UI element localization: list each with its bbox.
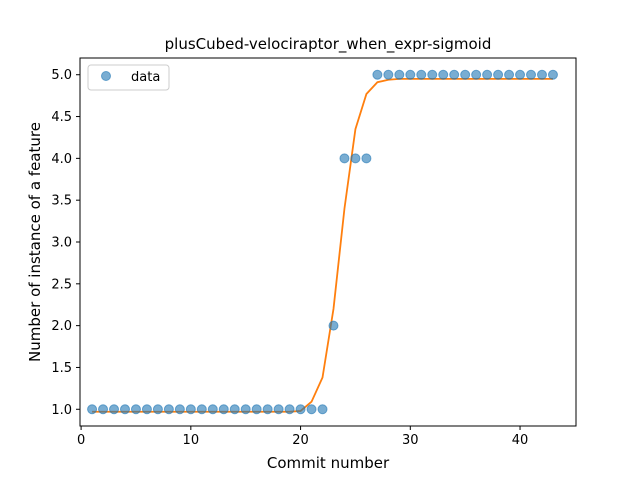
data-point [361, 153, 372, 164]
data-point [328, 320, 339, 331]
y-tick-label: 1.0 [51, 403, 72, 418]
data-point [229, 404, 240, 415]
chart-title: plusCubed-velociraptor_when_expr-sigmoid [165, 35, 492, 54]
data-point [141, 404, 152, 415]
data-point [405, 69, 416, 80]
data-point [493, 69, 504, 80]
plot-frame [79, 57, 577, 427]
x-axis: 0 10 20 30 40 [77, 426, 528, 448]
data-point [273, 404, 284, 415]
legend-marker-data [101, 71, 111, 81]
data-point [207, 404, 218, 415]
x-tick-label: 10 [183, 433, 200, 448]
data-point [383, 69, 394, 80]
data-point [438, 69, 449, 80]
data-point [130, 404, 141, 415]
legend-box [87, 64, 170, 91]
data-point [449, 69, 460, 80]
y-tick-label: 1.5 [51, 361, 72, 376]
y-tick-label: 2.0 [51, 319, 72, 334]
legend: data [87, 64, 170, 91]
x-tick-label: 40 [512, 433, 529, 448]
x-axis-label: Commit number [267, 454, 390, 472]
data-point [174, 404, 185, 415]
data-point [416, 69, 427, 80]
y-axis: 1.0 1.5 2.0 2.5 3.0 3.5 4.0 4.5 5.0 [51, 68, 80, 418]
data-point [109, 404, 120, 415]
data-point [152, 404, 163, 415]
data-point [240, 404, 251, 415]
data-point [98, 404, 109, 415]
data-point [196, 404, 207, 415]
data-point [526, 69, 537, 80]
x-tick-label: 20 [292, 433, 309, 448]
legend-label-data: data [131, 70, 160, 85]
data-point [460, 69, 471, 80]
data-points-layer [87, 69, 558, 415]
data-point [350, 153, 361, 164]
data-point [317, 404, 328, 415]
data-point [339, 153, 350, 164]
data-point [87, 404, 98, 415]
y-tick-label: 4.0 [51, 152, 72, 167]
data-point [547, 69, 558, 80]
data-point [306, 404, 317, 415]
data-point [536, 69, 547, 80]
data-point [218, 404, 229, 415]
data-point [515, 69, 526, 80]
data-point [262, 404, 273, 415]
data-point [504, 69, 515, 80]
data-point [295, 404, 306, 415]
data-point [427, 69, 438, 80]
data-point [119, 404, 130, 415]
data-point [372, 69, 383, 80]
data-point [394, 69, 405, 80]
data-point [251, 404, 262, 415]
data-point [482, 69, 493, 80]
x-tick-label: 30 [402, 433, 419, 448]
data-point [185, 404, 196, 415]
data-point [284, 404, 295, 415]
y-tick-label: 2.5 [51, 277, 72, 292]
y-tick-label: 3.5 [51, 194, 72, 209]
y-tick-label: 3.0 [51, 236, 72, 251]
data-point [471, 69, 482, 80]
y-axis-label: Number of instance of a feature [26, 122, 44, 362]
y-tick-label: 5.0 [51, 68, 72, 83]
data-point [163, 404, 174, 415]
y-tick-label: 4.5 [51, 110, 72, 125]
x-tick-label: 0 [77, 433, 85, 448]
